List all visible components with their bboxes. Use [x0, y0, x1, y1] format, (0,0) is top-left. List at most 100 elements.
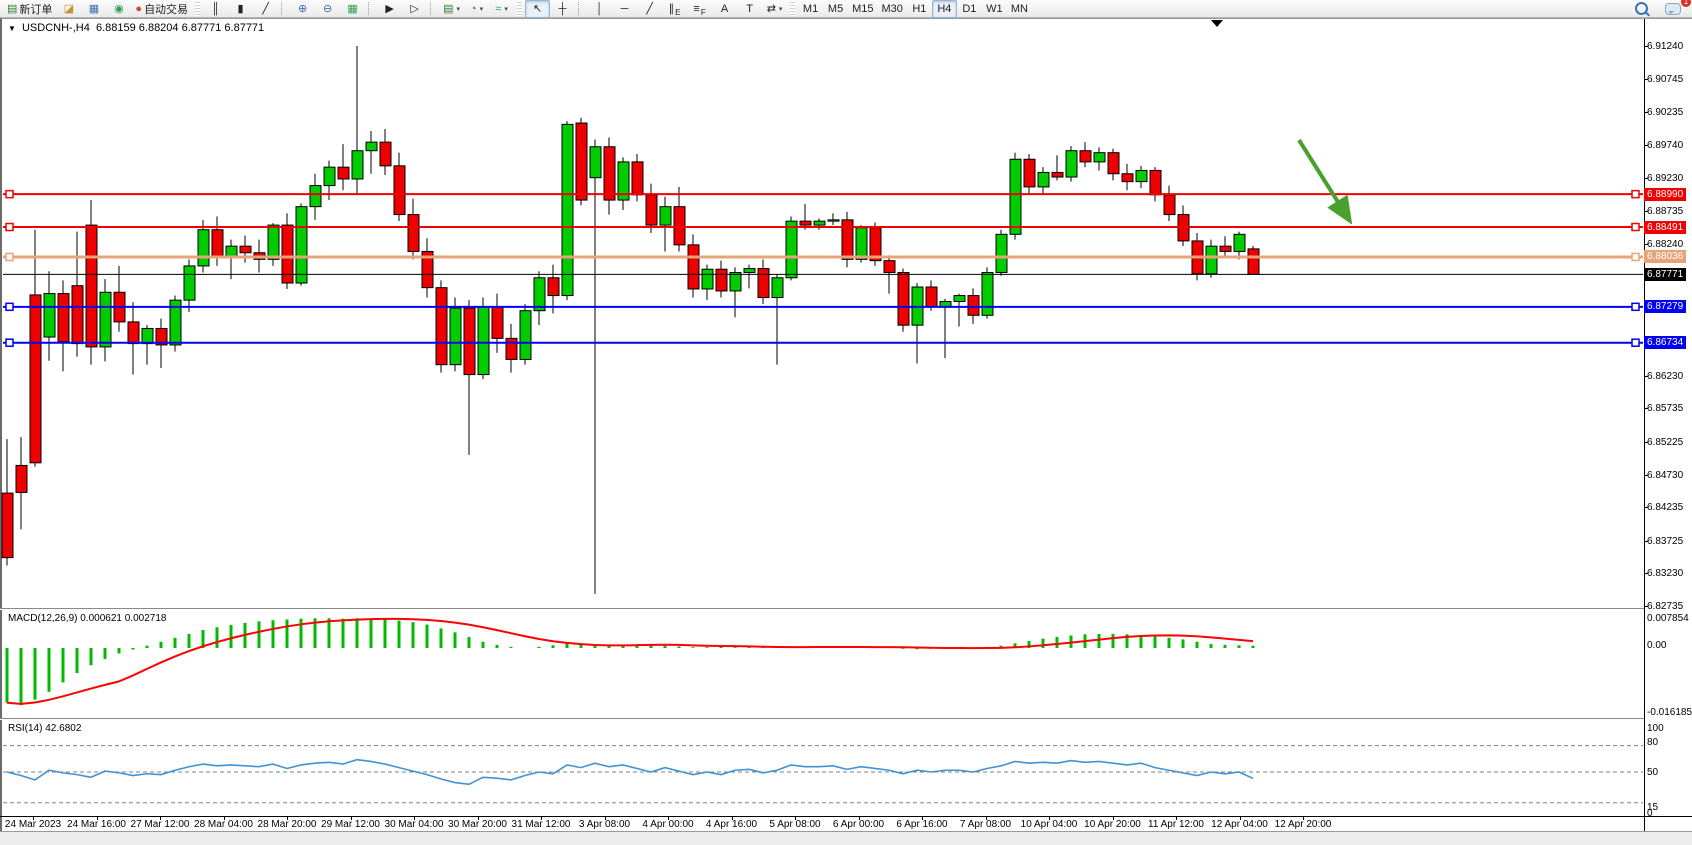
line-price-tag[interactable]: 6.87279 [1644, 300, 1687, 314]
axis-tick [33, 816, 34, 820]
line-price-tag[interactable]: 6.88491 [1644, 220, 1687, 234]
axis-tick [541, 816, 542, 820]
equidistant-channel-button[interactable]: ∥ E [662, 0, 687, 18]
templates-button[interactable]: ▤ ▾ [439, 0, 464, 18]
timeframe-button-m15[interactable]: M15 [852, 2, 874, 15]
notifications-button[interactable]: 1 [1660, 0, 1691, 18]
axis-tick [1644, 606, 1648, 608]
chat-bubble-icon [1664, 2, 1681, 15]
rsi-panel-divider[interactable] [0, 718, 1644, 720]
axis-tick [1644, 442, 1648, 444]
candle-body [813, 220, 826, 226]
line-handle[interactable] [1631, 338, 1640, 347]
auto-scroll-icon: ▶ [385, 2, 394, 15]
horizontal-line-button[interactable]: ─ [612, 0, 637, 18]
new-order-icon: ▤ [7, 2, 18, 15]
timeframe-button-h4[interactable]: H4 [931, 0, 957, 18]
periods-button[interactable]: ◔ ▾ [464, 0, 489, 18]
candle-body [449, 307, 462, 366]
icon-letter: F [700, 7, 706, 17]
candle-body [575, 122, 588, 201]
time-axis-label: 6 Apr 16:00 [896, 819, 948, 830]
line-handle[interactable] [5, 222, 14, 232]
axis-tick [1644, 507, 1648, 509]
line-handle[interactable] [1631, 222, 1640, 232]
line-price-tag[interactable]: 6.88036 [1644, 250, 1687, 264]
candle-body [463, 307, 476, 376]
chart-window[interactable] [0, 18, 1692, 831]
line-handle[interactable] [1631, 252, 1640, 262]
time-axis-label: 27 Mar 12:00 [130, 819, 190, 830]
bar-chart-button[interactable]: ║ [203, 0, 228, 18]
symbol-dropdown-icon[interactable]: ▼ [8, 24, 16, 33]
dropdown-caret-icon[interactable]: ▾ [778, 5, 783, 13]
time-axis-label: 3 Apr 08:00 [578, 819, 631, 830]
rsi-axis-label: 100 [1647, 723, 1664, 734]
dropdown-caret-icon[interactable]: ▾ [504, 5, 508, 13]
line-handle[interactable] [5, 189, 14, 199]
vertical-line-button[interactable]: │ [587, 0, 612, 18]
zoom-in-button[interactable]: ⊕ [290, 0, 315, 18]
trendline-button[interactable]: ╱ [637, 0, 662, 18]
time-axis-label: 28 Mar 04:00 [194, 819, 253, 830]
line-price-tag[interactable]: 6.86734 [1644, 336, 1687, 350]
styles-button[interactable]: ◪ [56, 0, 81, 18]
text-label-button[interactable]: T [737, 0, 762, 18]
timeframe-button-w1[interactable]: W1 [986, 2, 1003, 15]
price-axis-tick-label: 6.85225 [1647, 437, 1684, 449]
candle-body [225, 245, 238, 257]
autotrading-button[interactable]: ● 自动交易 [131, 0, 192, 18]
candle-body [1233, 233, 1246, 252]
macd-panel-divider[interactable] [0, 608, 1644, 610]
arrows-icon: ⇄ [766, 2, 776, 15]
axis-tick [1644, 375, 1648, 377]
chart-shift-marker-icon[interactable] [1211, 20, 1223, 27]
dropdown-caret-icon[interactable]: ▾ [456, 5, 461, 13]
line-chart-button[interactable]: ╱ [253, 0, 278, 18]
axis-tick [223, 816, 225, 820]
line-price-tag[interactable]: 6.88990 [1644, 187, 1687, 201]
time-axis-label: 4 Apr 16:00 [705, 819, 758, 830]
dropdown-caret-icon[interactable]: ▾ [479, 5, 484, 13]
timeframe-button-h1[interactable]: H1 [912, 2, 927, 15]
axis-tick [96, 816, 98, 820]
profile-chart-button[interactable]: ▦ [81, 0, 106, 18]
line-handle[interactable] [1631, 189, 1640, 199]
axis-tick [922, 816, 923, 820]
line-handle[interactable] [5, 252, 14, 262]
timeframe-button-m5[interactable]: M5 [827, 2, 844, 15]
candle-body [323, 166, 336, 187]
timeframe-button-m30[interactable]: M30 [881, 2, 903, 15]
line-handle[interactable] [5, 338, 14, 347]
auto-scroll-button[interactable]: ▶ [377, 0, 402, 18]
timeframe-button-d1[interactable]: D1 [962, 2, 977, 15]
zoom-out-button[interactable]: ⊖ [315, 0, 340, 18]
indicators-button[interactable]: ≈ ▾ [489, 0, 514, 18]
axis-tick [1644, 243, 1648, 245]
axis-tick [1644, 210, 1648, 212]
timeframe-button-m1[interactable]: M1 [802, 2, 819, 15]
fibonacci-button[interactable]: ≡ F [687, 0, 712, 18]
tile-windows-button[interactable]: ▦ [340, 0, 365, 18]
candle-body [1037, 171, 1050, 188]
line-handle[interactable] [5, 302, 14, 312]
price-axis-tick-label: 6.88735 [1647, 205, 1684, 217]
arrows-button[interactable]: ⇄ ▾ [762, 0, 787, 18]
signals-button[interactable]: ◉ [106, 0, 131, 18]
candlestick-chart-button[interactable]: ▮ [228, 0, 253, 18]
timeframe-button-mn[interactable]: MN [1010, 2, 1028, 15]
time-axis-label: 24 Mar 2023 [4, 819, 62, 830]
candle-body [827, 219, 840, 222]
text-button[interactable]: A [712, 0, 737, 18]
annotation-arrow[interactable] [1297, 138, 1353, 225]
new-order-button[interactable]: ▤ 新订单 [3, 0, 56, 18]
search-button[interactable] [1629, 0, 1654, 18]
candle-body [561, 123, 574, 297]
line-handle[interactable] [1631, 302, 1640, 312]
crosshair-button[interactable]: ┼ [550, 0, 575, 18]
axis-tick [287, 816, 288, 820]
chart-shift-button[interactable]: ▷ [402, 0, 427, 18]
time-axis-label: 10 Apr 04:00 [1020, 819, 1078, 830]
line-chart-icon: ╱ [262, 2, 269, 15]
cursor-button[interactable]: ↖ [525, 0, 551, 18]
